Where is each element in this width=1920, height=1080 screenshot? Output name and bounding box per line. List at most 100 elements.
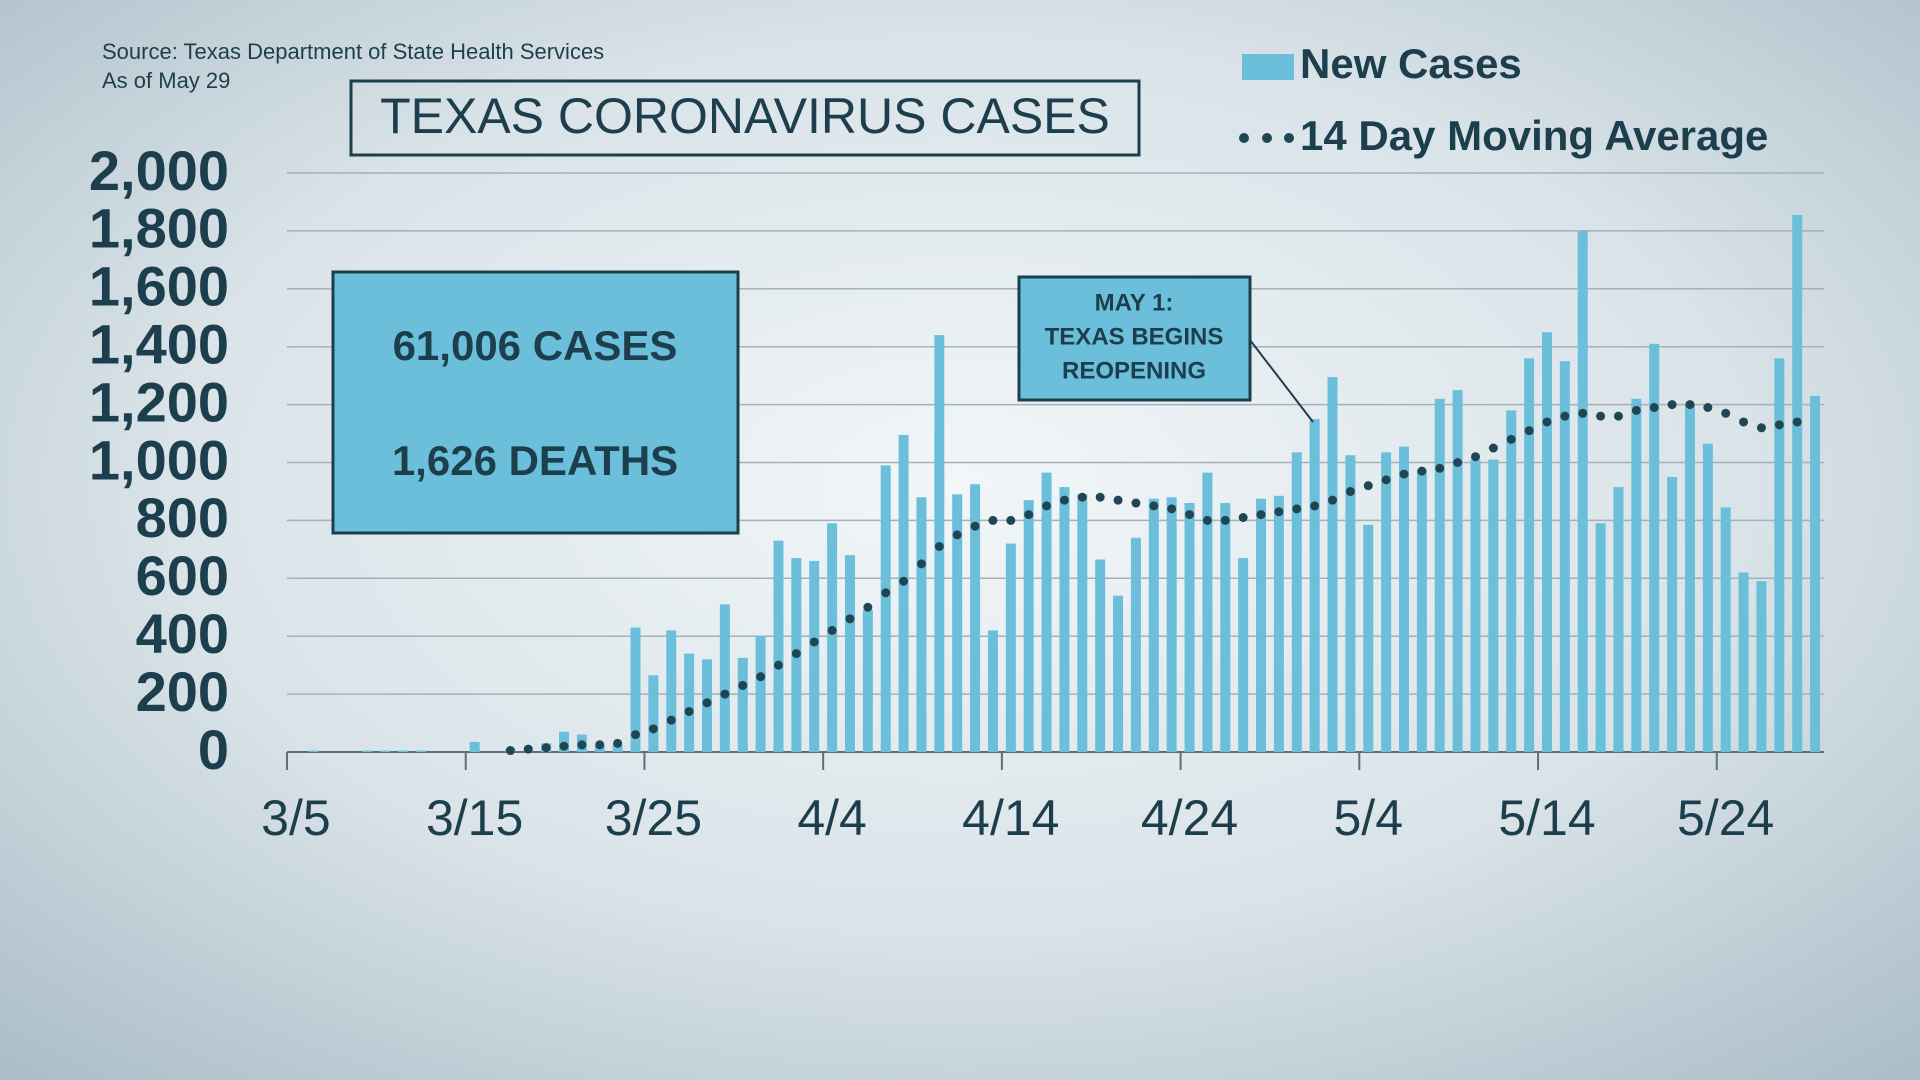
average-dot (845, 614, 855, 624)
average-dot (505, 746, 515, 756)
average-dot (1363, 481, 1373, 491)
average-dot (523, 744, 533, 754)
average-dot (1560, 411, 1570, 421)
average-dot (809, 637, 819, 647)
average-dot (1220, 515, 1230, 525)
average-dot (1310, 501, 1320, 511)
y-tick-label: 200 (136, 660, 229, 723)
average-dot (916, 559, 926, 569)
legend: New Cases 14 Day Moving Average (1239, 40, 1768, 159)
bar (1488, 459, 1499, 752)
stat-cases: 61,006 CASES (393, 322, 678, 369)
legend-dot (1239, 133, 1249, 143)
bar (1631, 398, 1642, 752)
bar (755, 636, 766, 752)
average-dot (827, 625, 837, 635)
average-dot (1024, 510, 1034, 520)
average-dot (773, 660, 783, 670)
bar (773, 540, 784, 752)
y-tick-label: 1,800 (89, 197, 229, 260)
average-dot (1381, 475, 1391, 485)
average-dot (1453, 458, 1463, 467)
average-dot (1113, 495, 1123, 505)
average-dot (791, 649, 801, 659)
average-dot (1185, 510, 1195, 520)
callout-line: MAY 1: (1095, 289, 1174, 316)
average-dot (577, 740, 587, 750)
average-dot (1328, 495, 1338, 505)
bar (1667, 476, 1678, 752)
bar (1041, 472, 1052, 752)
average-dot (1077, 492, 1087, 502)
title-box (349, 79, 1141, 157)
bar (1005, 543, 1016, 752)
average-dot (1131, 498, 1141, 508)
average-dot (1202, 515, 1212, 525)
average-dot (666, 715, 676, 725)
y-tick-label: 1,200 (89, 370, 229, 433)
y-tick-label: 2,000 (89, 139, 229, 202)
callout-line: TEXAS BEGINS (1045, 323, 1224, 350)
bar (844, 555, 855, 752)
average-dot (1792, 417, 1802, 427)
average-dot (1238, 513, 1248, 523)
bar (630, 627, 641, 752)
bar (1327, 377, 1338, 752)
average-dot (1292, 504, 1302, 514)
callout-line: REOPENING (1062, 357, 1206, 384)
bar (1506, 410, 1517, 752)
chart-title: TEXAS CORONAVIRUS CASES (380, 88, 1110, 144)
average-dot (684, 706, 694, 716)
bar (398, 750, 409, 752)
average-dot (541, 743, 551, 753)
y-tick-label: 1,000 (89, 428, 229, 491)
bar (1684, 404, 1695, 752)
bar (1559, 361, 1570, 752)
average-dot (1524, 426, 1534, 436)
bar (952, 494, 963, 752)
average-dot (559, 741, 569, 751)
bar (1452, 390, 1463, 752)
bar (1416, 469, 1427, 752)
x-tick-label: 3/25 (605, 790, 702, 846)
bar (880, 465, 891, 752)
legend-label: 14 Day Moving Average (1300, 112, 1768, 159)
bar (1774, 358, 1785, 752)
x-tick-label: 5/24 (1677, 790, 1774, 846)
average-dot (1721, 408, 1731, 418)
average-dot (631, 730, 641, 740)
average-dot (1435, 463, 1445, 473)
bar (1810, 395, 1821, 752)
average-dot (1399, 469, 1409, 479)
bar (1363, 524, 1374, 752)
bar (1184, 503, 1195, 752)
bar (1524, 358, 1535, 752)
y-tick-label: 0 (198, 718, 229, 781)
average-dot (934, 541, 944, 551)
bar (666, 630, 677, 752)
bar (987, 630, 998, 752)
bar (1273, 495, 1284, 752)
average-dot (952, 530, 962, 540)
y-tick-label: 600 (136, 544, 229, 607)
x-tick-label: 4/4 (797, 790, 867, 846)
bar (1095, 559, 1106, 752)
stat-deaths: 1,626 DEATHS (392, 437, 678, 484)
callout-leader (1249, 339, 1314, 423)
average-dot (970, 521, 980, 531)
bar (380, 750, 391, 752)
average-dot (1596, 411, 1606, 421)
average-dot (1739, 417, 1749, 427)
y-tick-label: 400 (136, 602, 229, 665)
y-tick-label: 800 (136, 486, 229, 549)
bar (308, 750, 319, 752)
bar (1202, 472, 1213, 752)
plot: 02004006008001,0001,2001,4001,6001,8002,… (89, 139, 1824, 846)
average-dot (1345, 486, 1355, 496)
bar (1470, 459, 1481, 752)
average-dot (1667, 400, 1677, 410)
bar (648, 675, 659, 752)
legend-dot (1262, 133, 1272, 143)
